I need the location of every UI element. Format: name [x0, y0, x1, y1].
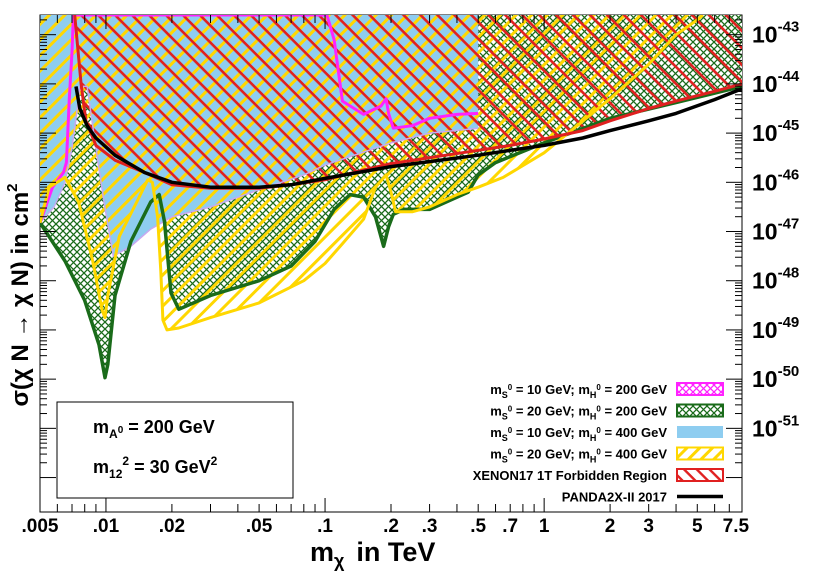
y-tick-label: 10-45 [752, 117, 799, 146]
info-line-1: mA0 = 200 GeV [93, 417, 215, 441]
y-tick-label: 10-50 [752, 363, 799, 392]
axis-ticks [39, 15, 743, 512]
legend-label: mS0 = 20 GeV; mH0 = 400 GeV [490, 447, 667, 465]
legend-label: mS0 = 10 GeV; mH0 = 400 GeV [490, 425, 667, 443]
x-tick-label: .005 [22, 516, 59, 537]
y-tick-label: 10-49 [752, 314, 799, 343]
x-tick-label: 2 [605, 516, 616, 537]
legend: mS0 = 10 GeV; mH0 = 200 GeV mS0 = 20 GeV;… [473, 382, 724, 505]
y-tick-label: 10-46 [752, 166, 799, 195]
boundary-s20-h200 [40, 84, 742, 380]
legend-swatch [676, 446, 724, 461]
x-tick-label: .3 [422, 516, 438, 537]
legend-label: PANDA2X-II 2017 [562, 490, 667, 505]
x-tick-label: .1 [317, 516, 333, 537]
y-tick-label: 10-48 [752, 265, 799, 294]
boundary-s20-h400 [40, 15, 704, 332]
x-tick-label: .2 [383, 516, 399, 537]
info-box: mA0 = 200 GeV m122 = 30 GeV2 [56, 401, 294, 499]
boundary-s10-h400 [40, 85, 479, 258]
y-tick-label: 10-47 [752, 216, 799, 245]
x-tick-label: .01 [93, 516, 120, 537]
legend-swatch [676, 403, 724, 418]
legend-swatch [677, 426, 723, 438]
y-tick-labels: 10-43 10-44 10-45 10-46 10-47 10-48 10-49 10-50… [752, 19, 800, 442]
x-tick-labels: .005 .01 .02 .05 .1 .2 .3 .5 .7 1 2 3 5 7.5 [22, 516, 750, 537]
x-tick-label: .7 [502, 516, 518, 537]
legend-label: mS0 = 10 GeV; mH0 = 200 GeV [490, 382, 667, 400]
y-tick-label: 10-44 [752, 68, 800, 97]
y-axis-title: σ(χ N → χ N) in cm2 [4, 183, 34, 406]
legend-swatch [676, 468, 724, 482]
x-tick-label: .5 [470, 516, 486, 537]
region-xenon [74, 15, 742, 189]
x-tick-label: .05 [246, 516, 273, 537]
x-tick-label: .02 [159, 516, 185, 537]
x-tick-label: 3 [643, 516, 654, 537]
y-tick-label: 10-51 [752, 412, 799, 441]
x-axis-title: mχ in TeV [310, 537, 435, 571]
x-tick-label: 1 [539, 516, 550, 537]
x-tick-label: 7.5 [723, 516, 750, 537]
legend-label: mS0 = 20 GeV; mH0 = 200 GeV [490, 404, 667, 422]
legend-swatch [676, 382, 724, 396]
x-tick-label: 5 [692, 516, 703, 537]
boundary-s10-h200 [40, 15, 479, 224]
info-line-2: m122 = 30 GeV2 [93, 454, 218, 481]
y-tick-label: 10-43 [752, 19, 799, 48]
legend-label: XENON17 1T Forbidden Region [473, 468, 667, 483]
regions-layer [40, 15, 742, 380]
boundary-panda [74, 86, 742, 189]
